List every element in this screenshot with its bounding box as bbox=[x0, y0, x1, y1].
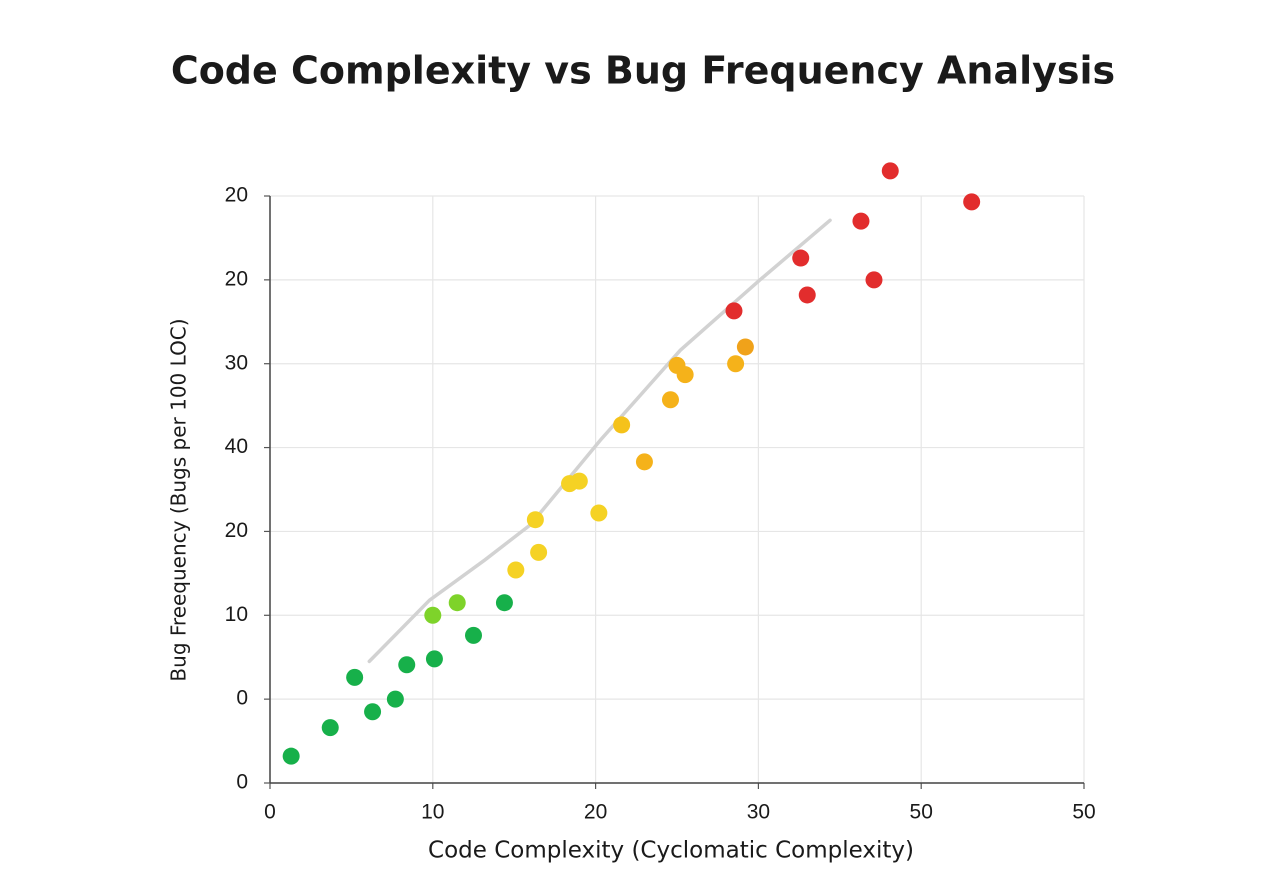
x-tick-label: 50 bbox=[910, 801, 933, 824]
y-tick-label: 10 bbox=[225, 603, 248, 626]
data-point bbox=[798, 286, 816, 304]
data-point bbox=[613, 416, 631, 434]
y-tick-label: 20 bbox=[225, 184, 248, 207]
data-point bbox=[570, 472, 588, 490]
y-axis-label: Bug Freequency (Bugs per 100 LOC) bbox=[167, 318, 191, 681]
trend-line bbox=[367, 218, 832, 664]
data-point bbox=[507, 561, 525, 579]
chart-title: Code Complexity vs Bug Frequency Analysi… bbox=[171, 49, 1115, 93]
data-point bbox=[635, 453, 653, 471]
data-point bbox=[321, 719, 339, 737]
data-point bbox=[676, 366, 694, 384]
y-tick-label: 30 bbox=[225, 351, 248, 374]
data-point bbox=[852, 212, 870, 230]
data-point bbox=[727, 355, 745, 373]
data-point bbox=[448, 594, 466, 612]
y-tick-label: 40 bbox=[225, 435, 248, 458]
x-tick-label: 20 bbox=[584, 801, 607, 824]
data-point bbox=[792, 249, 810, 267]
data-point bbox=[282, 747, 300, 765]
data-point bbox=[590, 504, 608, 522]
y-tick-label: 20 bbox=[225, 267, 248, 290]
data-point bbox=[425, 650, 443, 668]
data-point bbox=[398, 656, 416, 674]
data-point bbox=[963, 193, 981, 211]
data-point bbox=[526, 511, 544, 529]
data-point bbox=[386, 690, 404, 708]
y-tick-label: 0 bbox=[236, 687, 248, 710]
x-tick-label: 30 bbox=[747, 801, 770, 824]
data-point bbox=[465, 626, 482, 644]
data-point bbox=[424, 606, 442, 624]
data-point bbox=[661, 391, 679, 409]
y-tick-label: 20 bbox=[225, 519, 248, 542]
data-point bbox=[865, 271, 883, 289]
x-axis-label: Code Complexity (Cyclomatic Complexity) bbox=[428, 838, 914, 864]
data-point bbox=[725, 302, 743, 320]
y-tick-label: 0 bbox=[236, 771, 248, 794]
data-point bbox=[346, 668, 364, 686]
x-tick-label: 0 bbox=[264, 801, 276, 824]
data-point bbox=[495, 594, 513, 612]
data-point bbox=[364, 703, 382, 721]
data-point bbox=[736, 338, 754, 356]
x-tick-label: 10 bbox=[421, 801, 444, 824]
data-point bbox=[530, 543, 548, 561]
x-tick-label: 50 bbox=[1072, 801, 1095, 824]
data-point bbox=[881, 162, 899, 180]
